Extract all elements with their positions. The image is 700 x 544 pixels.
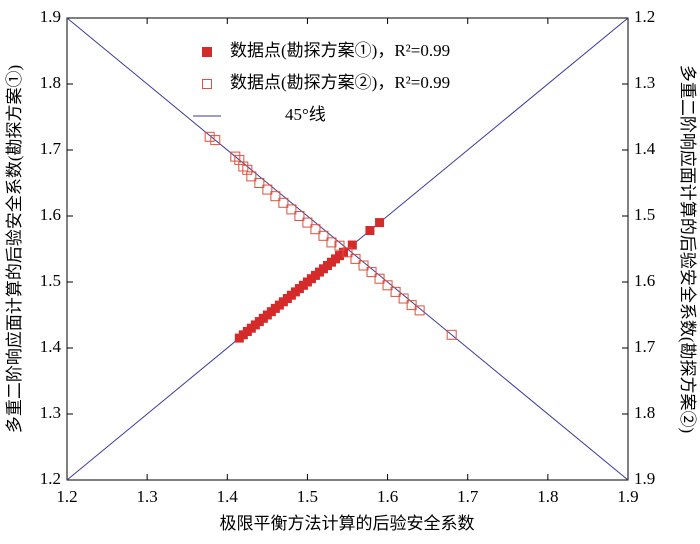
y-tick-label: 1.7 bbox=[40, 139, 62, 158]
point bbox=[358, 260, 369, 271]
x-tick-label: 1.3 bbox=[137, 487, 158, 506]
point bbox=[342, 247, 353, 258]
point bbox=[365, 226, 375, 236]
x-tick-label: 1.5 bbox=[297, 487, 318, 506]
x-axis-label: 极限平衡方法计算的后验安全系数 bbox=[220, 514, 475, 533]
point bbox=[390, 286, 401, 297]
point bbox=[246, 171, 257, 182]
point bbox=[270, 191, 281, 202]
point bbox=[446, 329, 457, 340]
y-tick-label: 1.9 bbox=[40, 7, 61, 26]
legend-marker bbox=[202, 79, 212, 89]
point bbox=[398, 293, 409, 304]
y2-tick-label: 1.6 bbox=[634, 271, 655, 290]
y2-tick-label: 1.4 bbox=[634, 139, 656, 158]
point bbox=[278, 197, 289, 208]
point bbox=[254, 178, 265, 188]
y-tick-label: 1.3 bbox=[40, 403, 61, 422]
y-tick-label: 1.6 bbox=[40, 205, 61, 224]
legend-label: 数据点(勘探方案②)，R²=0.99 bbox=[230, 73, 450, 92]
point bbox=[366, 267, 377, 278]
y-tick-label: 1.8 bbox=[40, 73, 61, 92]
point bbox=[334, 240, 345, 251]
y2-tick-label: 1.8 bbox=[634, 403, 655, 422]
point bbox=[294, 211, 305, 221]
x-tick-label: 1.4 bbox=[217, 487, 239, 506]
y2-tick-label: 1.7 bbox=[634, 337, 656, 356]
point bbox=[350, 253, 361, 264]
point bbox=[326, 237, 337, 248]
y2-tick-label: 1.5 bbox=[634, 205, 655, 224]
y-axis-label: 多重二阶响应面计算的后验安全系数(勘探方案①) bbox=[5, 65, 24, 433]
point bbox=[374, 273, 385, 284]
y-tick-label: 1.2 bbox=[40, 469, 61, 488]
point bbox=[347, 240, 357, 250]
point bbox=[382, 280, 393, 291]
point bbox=[375, 218, 385, 228]
legend-label: 45°线 bbox=[285, 105, 326, 124]
point bbox=[414, 305, 425, 316]
plot-frame bbox=[66, 17, 629, 481]
point bbox=[302, 217, 313, 228]
x-tick-label: 1.9 bbox=[617, 487, 638, 506]
x-tick-label: 1.7 bbox=[457, 487, 479, 506]
y2-tick-label: 1.9 bbox=[634, 469, 655, 488]
point bbox=[318, 230, 329, 241]
y2-tick-label: 1.2 bbox=[634, 7, 655, 26]
point bbox=[310, 224, 321, 235]
legend-marker bbox=[202, 47, 212, 57]
x-tick-label: 1.6 bbox=[377, 487, 398, 506]
y2-axis-label: 多重二阶响应面计算的后验安全系数(勘探方案②) bbox=[678, 65, 697, 433]
point bbox=[210, 135, 221, 146]
point bbox=[262, 184, 273, 195]
point bbox=[406, 300, 417, 311]
point bbox=[204, 131, 215, 142]
y2-tick-label: 1.3 bbox=[634, 73, 655, 92]
legend-label: 数据点(勘探方案①)，R²=0.99 bbox=[230, 41, 450, 60]
x-tick-label: 1.8 bbox=[537, 487, 558, 506]
y-tick-label: 1.4 bbox=[40, 337, 62, 356]
y-tick-label: 1.5 bbox=[40, 271, 61, 290]
x-tick-label: 1.2 bbox=[56, 487, 77, 506]
point bbox=[286, 204, 297, 215]
